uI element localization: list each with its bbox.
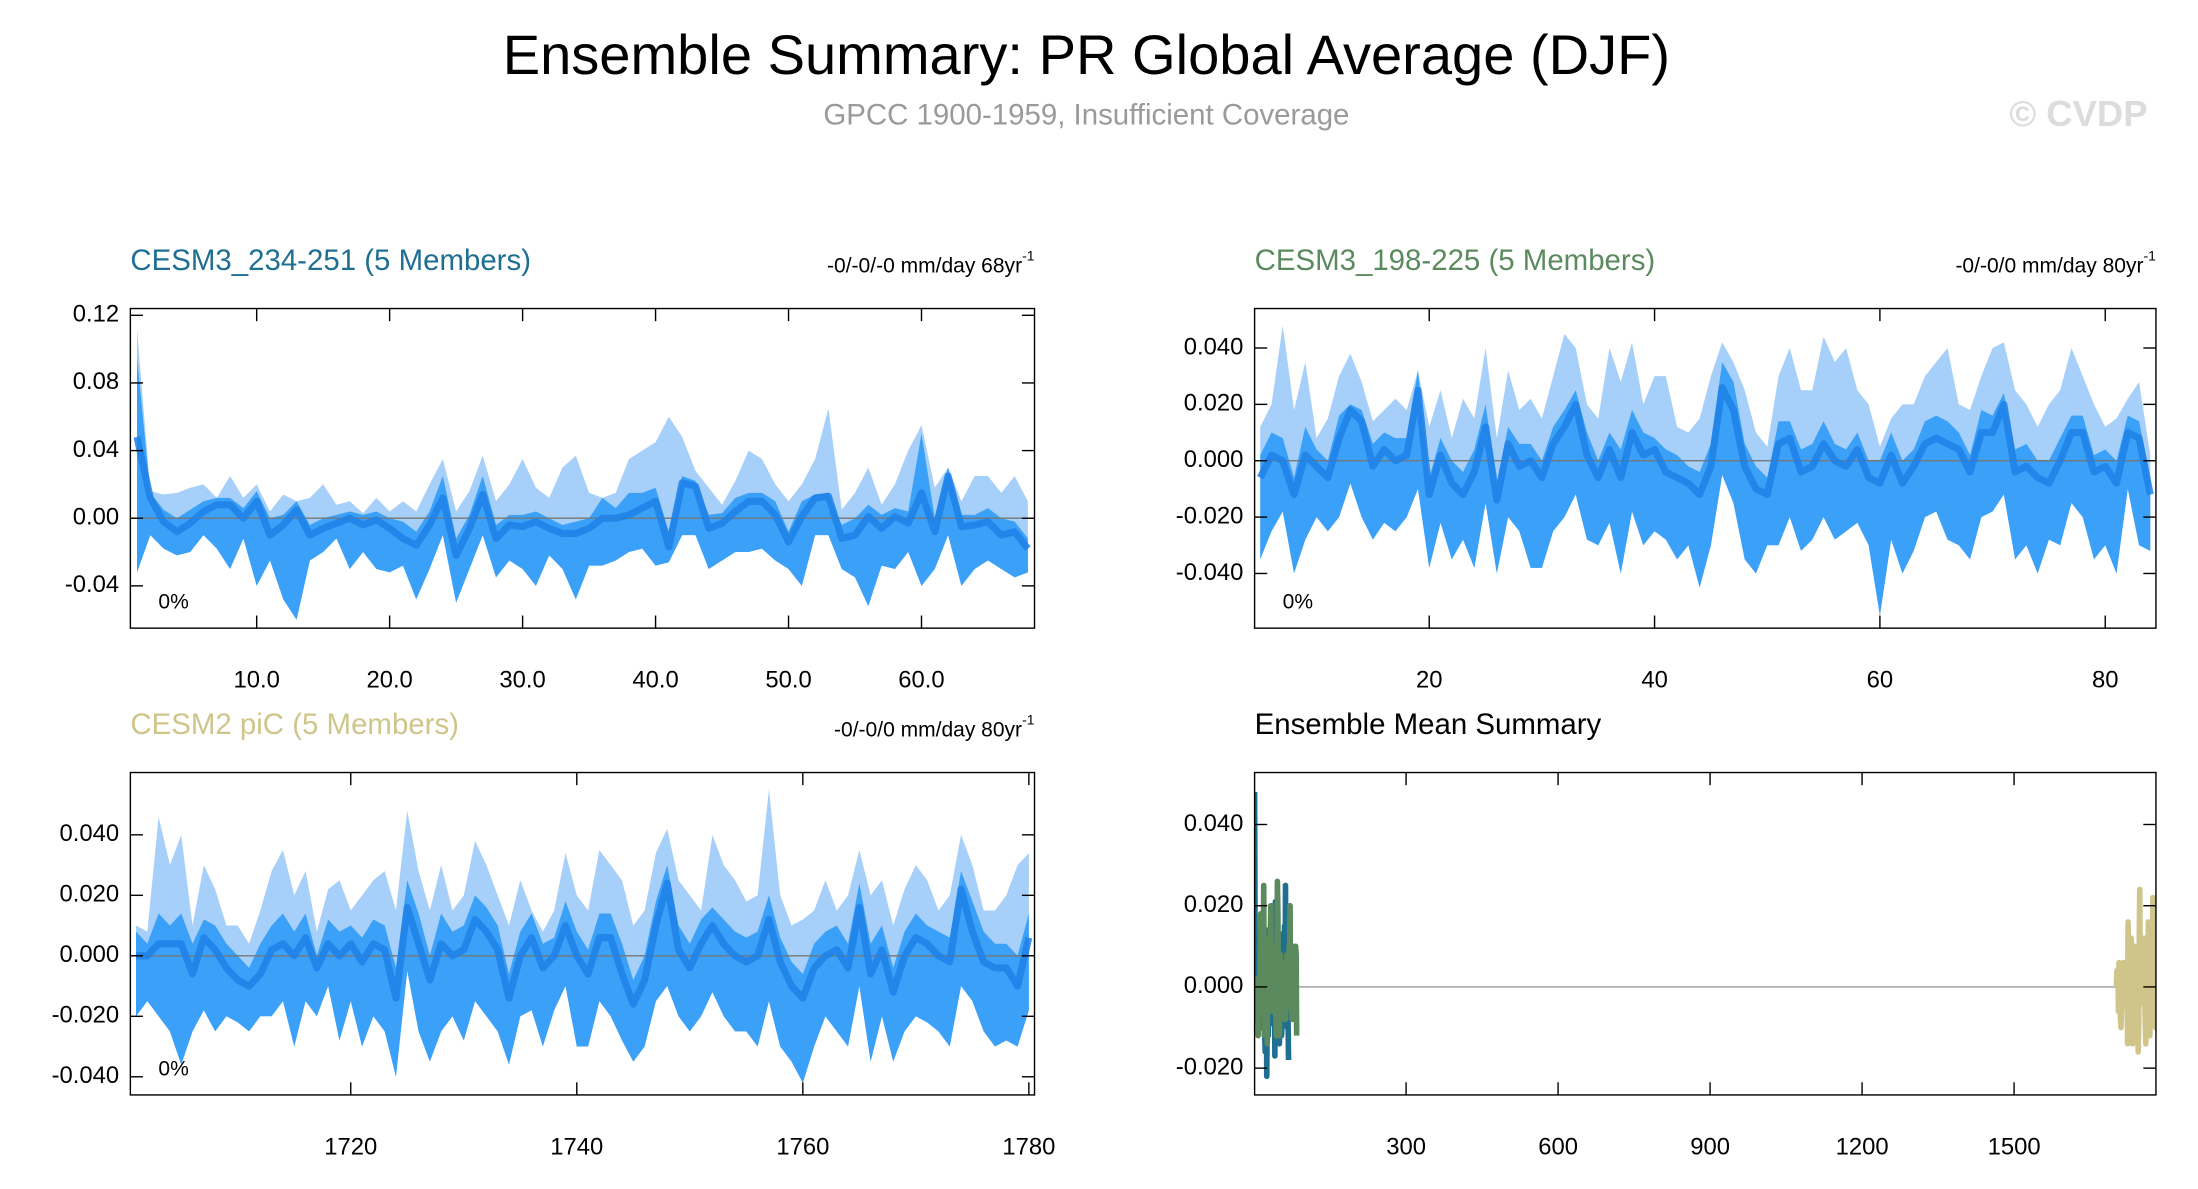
panel-title: CESM3_234-251 (5 Members) bbox=[130, 244, 531, 277]
x-tick-label: 80 bbox=[2092, 667, 2119, 694]
y-tick-label: 0.000 bbox=[60, 941, 120, 968]
annotation-text: -0/-0/-0 mm/day 68yr bbox=[827, 254, 1022, 277]
x-tick-label: 1720 bbox=[324, 1134, 377, 1161]
y-tick-label: 0.000 bbox=[1184, 972, 1244, 999]
x-tick-label: 300 bbox=[1386, 1134, 1426, 1161]
x-tick-label: 600 bbox=[1538, 1134, 1578, 1161]
y-tick-label: 0.04 bbox=[73, 436, 119, 463]
plot-frame bbox=[1253, 307, 2157, 629]
panel-annotation: -0/-0/0 mm/day 80yr-1 bbox=[1955, 247, 2156, 277]
spread-band bbox=[137, 357, 1028, 620]
x-tick-label: 30.0 bbox=[499, 667, 545, 694]
annotation-text: -0/-0/0 mm/day 80yr bbox=[834, 718, 1022, 741]
watermark: © CVDP bbox=[2009, 93, 2147, 134]
x-tick-label: 60.0 bbox=[898, 667, 944, 694]
y-tick-label: 0.040 bbox=[60, 820, 120, 847]
plot-area bbox=[1254, 792, 2156, 1080]
y-tick-label: -0.020 bbox=[1176, 1053, 1244, 1080]
panel-title: CESM2 piC (5 Members) bbox=[130, 708, 459, 741]
annotation-text: -0/-0/0 mm/day 80yr bbox=[1955, 254, 2143, 277]
summary-line bbox=[2113, 886, 2156, 1055]
plot-frame bbox=[1253, 771, 2157, 1096]
inset-label: 0% bbox=[158, 590, 188, 613]
plot-frame bbox=[129, 771, 1036, 1096]
x-tick-label: 1760 bbox=[776, 1134, 829, 1161]
panel-title: CESM3_198-225 (5 Members) bbox=[1255, 244, 1656, 277]
plot-area bbox=[130, 328, 1035, 620]
annotation-superscript: -1 bbox=[1022, 247, 1035, 263]
x-tick-label: 10.0 bbox=[233, 667, 279, 694]
x-tick-label: 50.0 bbox=[765, 667, 811, 694]
panel-annotation: -0/-0/0 mm/day 80yr-1 bbox=[834, 711, 1035, 741]
x-tick-label: 1740 bbox=[550, 1134, 603, 1161]
y-tick-label: 0.020 bbox=[1184, 891, 1244, 918]
y-tick-label: 0.08 bbox=[73, 368, 119, 395]
plot-area bbox=[130, 789, 1035, 1083]
summary-line bbox=[1254, 878, 1300, 1047]
y-tick-label: 0.040 bbox=[1184, 333, 1244, 360]
y-tick-label: -0.020 bbox=[52, 1002, 120, 1029]
mean-line bbox=[136, 879, 1033, 1008]
x-tick-label: 20 bbox=[1416, 667, 1443, 694]
x-tick-label: 1200 bbox=[1836, 1134, 1889, 1161]
y-tick-label: -0.040 bbox=[1176, 559, 1244, 586]
panel-title: Ensemble Mean Summary bbox=[1255, 708, 1602, 741]
y-tick-label: -0.04 bbox=[65, 571, 119, 598]
x-tick-label: 60 bbox=[1867, 667, 1894, 694]
plot-frame bbox=[129, 307, 1036, 629]
y-tick-label: -0.020 bbox=[1176, 502, 1244, 529]
y-tick-label: 0.000 bbox=[1184, 446, 1244, 473]
title: Ensemble Summary: PR Global Average (DJF… bbox=[503, 23, 1670, 86]
y-tick-label: 0.020 bbox=[1184, 390, 1244, 417]
x-tick-label: 1780 bbox=[1002, 1134, 1055, 1161]
y-tick-label: 0.020 bbox=[60, 881, 120, 908]
subtitle: GPCC 1900-1959, Insufficient Coverage bbox=[823, 98, 1349, 131]
inset-label: 0% bbox=[1283, 590, 1313, 613]
x-tick-label: 40.0 bbox=[632, 667, 678, 694]
y-tick-label: 0.040 bbox=[1184, 810, 1244, 837]
x-tick-label: 40 bbox=[1641, 667, 1668, 694]
mean-line bbox=[1257, 383, 2154, 504]
panel-annotation: -0/-0/-0 mm/day 68yr-1 bbox=[827, 247, 1035, 277]
x-tick-label: 20.0 bbox=[366, 667, 412, 694]
inset-label: 0% bbox=[158, 1057, 188, 1080]
plot-area bbox=[1254, 325, 2156, 616]
y-tick-label: 0.00 bbox=[73, 504, 119, 531]
x-tick-label: 900 bbox=[1690, 1134, 1730, 1161]
mean-line bbox=[133, 436, 1031, 559]
annotation-superscript: -1 bbox=[2143, 247, 2156, 263]
annotation-superscript: -1 bbox=[1022, 711, 1035, 727]
y-tick-label: -0.040 bbox=[52, 1062, 120, 1089]
y-tick-label: 0.12 bbox=[73, 301, 119, 328]
x-tick-label: 1500 bbox=[1988, 1134, 2041, 1161]
spread-band bbox=[136, 865, 1029, 1083]
